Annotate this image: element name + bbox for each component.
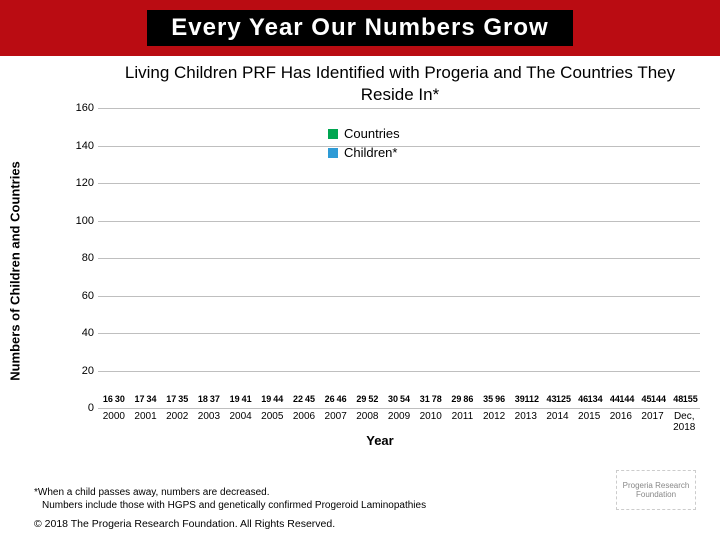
countries-value: 19 — [230, 394, 240, 404]
ytick-label: 160 — [70, 102, 94, 114]
xtick-label: 2008 — [352, 408, 384, 433]
x-axis-label: Year — [40, 433, 720, 448]
logo-placeholder: Progeria Research Foundation — [617, 481, 695, 499]
xtick-label: 2007 — [320, 408, 352, 433]
children-value: 86 — [463, 394, 473, 404]
countries-value: 29 — [356, 394, 366, 404]
chart-container: Numbers of Children and Countries Countr… — [70, 108, 700, 433]
countries-value: 31 — [420, 394, 430, 404]
children-value: 78 — [432, 394, 442, 404]
children-value: 144 — [651, 394, 666, 404]
legend-label-countries: Countries — [344, 126, 400, 141]
xtick-label: 2002 — [161, 408, 193, 433]
xtick-label: 2017 — [637, 408, 669, 433]
y-axis-label: Numbers of Children and Countries — [8, 161, 23, 381]
children-value: 45 — [305, 394, 315, 404]
countries-value: 16 — [103, 394, 113, 404]
children-value: 96 — [495, 394, 505, 404]
children-value: 37 — [210, 394, 220, 404]
xtick-label: Dec, 2018 — [668, 408, 700, 433]
xtick-label: 2006 — [288, 408, 320, 433]
xtick-label: 2009 — [383, 408, 415, 433]
children-value: 34 — [147, 394, 157, 404]
ytick-label: 60 — [70, 290, 94, 302]
children-value: 44 — [273, 394, 283, 404]
x-axis: 2000200120022003200420052006200720082009… — [98, 408, 700, 433]
xtick-label: 2016 — [605, 408, 637, 433]
xtick-label: 2005 — [256, 408, 288, 433]
countries-value: 19 — [261, 394, 271, 404]
countries-value: 35 — [483, 394, 493, 404]
title-banner: Every Year Our Numbers Grow — [0, 0, 720, 56]
title-text: Every Year Our Numbers Grow — [147, 10, 572, 46]
countries-value: 17 — [166, 394, 176, 404]
countries-value: 26 — [325, 394, 335, 404]
xtick-label: 2013 — [510, 408, 542, 433]
ytick-label: 20 — [70, 365, 94, 377]
legend: Countries Children* — [328, 126, 400, 164]
legend-item-children: Children* — [328, 145, 400, 160]
children-value: 35 — [178, 394, 188, 404]
xtick-label: 2004 — [225, 408, 257, 433]
children-value: 41 — [242, 394, 252, 404]
xtick-label: 2015 — [573, 408, 605, 433]
legend-swatch-countries — [328, 129, 338, 139]
ytick-label: 120 — [70, 177, 94, 189]
ytick-label: 80 — [70, 252, 94, 264]
children-value: 30 — [115, 394, 125, 404]
xtick-label: 2010 — [415, 408, 447, 433]
countries-value: 29 — [451, 394, 461, 404]
ytick-label: 40 — [70, 327, 94, 339]
children-value: 134 — [588, 394, 603, 404]
xtick-label: 2014 — [542, 408, 574, 433]
children-value: 52 — [368, 394, 378, 404]
countries-value: 22 — [293, 394, 303, 404]
footnotes: *When a child passes away, numbers are d… — [34, 486, 600, 512]
children-value: 112 — [525, 394, 540, 404]
xtick-label: 2000 — [98, 408, 130, 433]
legend-label-children: Children* — [344, 145, 397, 160]
legend-swatch-children — [328, 148, 338, 158]
ytick-label: 140 — [70, 140, 94, 152]
countries-value: 18 — [198, 394, 208, 404]
xtick-label: 2001 — [130, 408, 162, 433]
legend-item-countries: Countries — [328, 126, 400, 141]
children-value: 144 — [619, 394, 634, 404]
copyright: © 2018 The Progeria Research Foundation.… — [34, 518, 335, 530]
children-value: 46 — [337, 394, 347, 404]
chart-subtitle: Living Children PRF Has Identified with … — [0, 56, 720, 106]
ytick-label: 0 — [70, 402, 94, 414]
ytick-label: 100 — [70, 215, 94, 227]
plot-region: Countries Children* 02040608010012014016… — [98, 108, 700, 408]
xtick-label: 2003 — [193, 408, 225, 433]
footnote-1: *When a child passes away, numbers are d… — [34, 486, 600, 499]
countries-value: 17 — [135, 394, 145, 404]
children-value: 125 — [556, 394, 571, 404]
xtick-label: 2011 — [447, 408, 479, 433]
countries-value: 39 — [515, 394, 525, 404]
children-value: 54 — [400, 394, 410, 404]
countries-value: 30 — [388, 394, 398, 404]
children-value: 155 — [683, 394, 698, 404]
xtick-label: 2012 — [478, 408, 510, 433]
prf-logo: Progeria Research Foundation — [616, 470, 696, 510]
footnote-2: Numbers include those with HGPS and gene… — [34, 499, 600, 512]
